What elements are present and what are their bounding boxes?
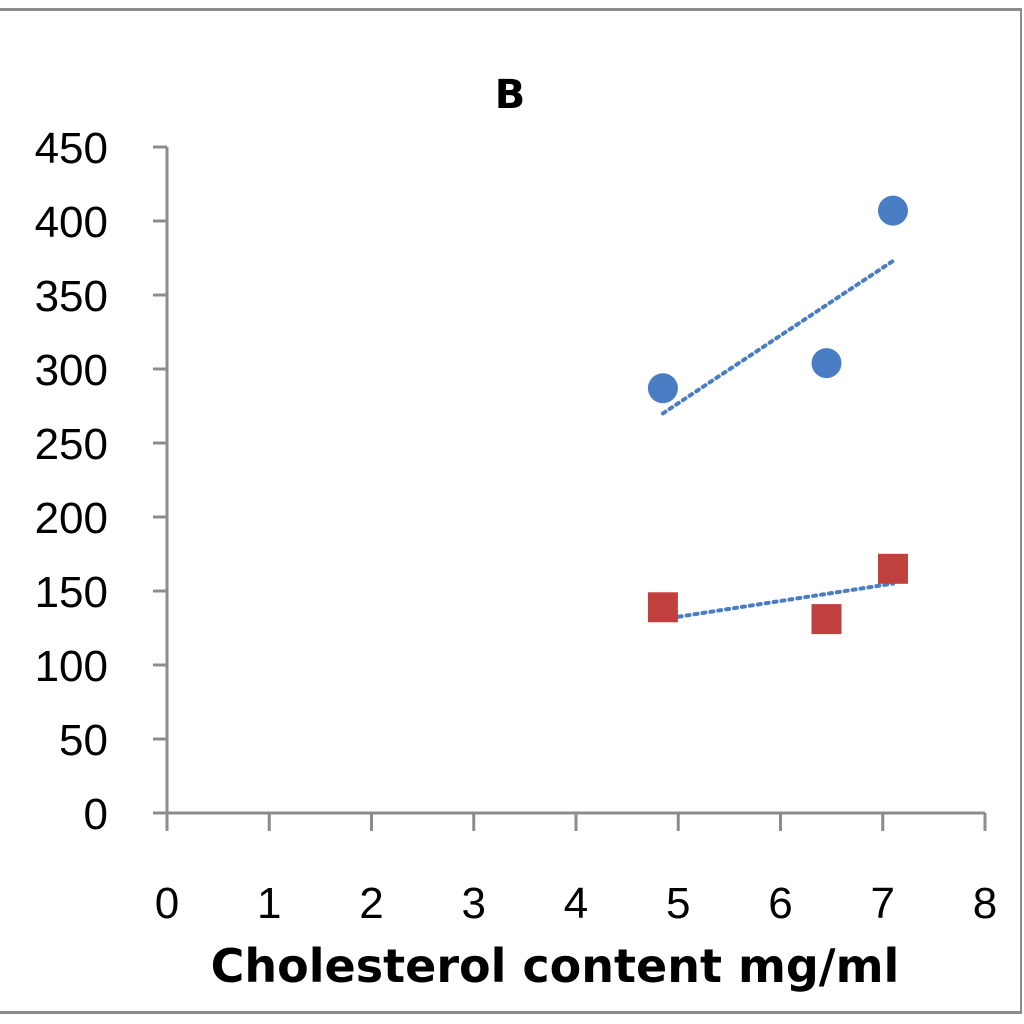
x-tick-label: 5: [666, 879, 690, 928]
x-tick-label: 8: [973, 879, 997, 928]
data-point-circle: [811, 348, 842, 379]
x-tick-label: 0: [155, 879, 179, 928]
y-tick-label: 200: [35, 494, 108, 543]
axes: 0 50 100 150 200 250 300 350 400 450 0 1 2 3 4 5 6 7 8: [35, 124, 998, 928]
y-tick-label: 400: [35, 198, 108, 247]
y-tick-label: 250: [35, 420, 108, 469]
data-point-square: [811, 604, 842, 635]
trendline-series-2: [660, 581, 895, 622]
y-tick-label: 0: [84, 790, 108, 839]
data-point-square: [877, 553, 908, 584]
chart-frame: [0, 8, 1022, 1014]
y-tick-label: 450: [35, 124, 108, 173]
trendlines: [660, 258, 895, 622]
chart-title: B: [495, 72, 526, 118]
trendline-series-1: [660, 258, 895, 416]
y-tick-label: 150: [35, 568, 108, 617]
data-point-circle: [877, 195, 908, 226]
data-points: [647, 195, 908, 635]
x-axis-label: Cholesterol content mg/ml: [211, 939, 900, 993]
y-tick-label: 100: [35, 642, 108, 691]
x-tick-label: 3: [462, 879, 486, 928]
y-tick-label: 300: [35, 346, 108, 395]
x-tick-label: 4: [564, 879, 588, 928]
data-point-square: [647, 592, 678, 623]
y-tick-label: 50: [59, 716, 108, 765]
data-point-circle: [647, 373, 678, 404]
y-tick-label: 350: [35, 272, 108, 321]
x-tick-label: 1: [257, 879, 281, 928]
x-tick-label: 7: [871, 879, 895, 928]
x-tick-label: 2: [359, 879, 383, 928]
x-tick-label: 6: [768, 879, 792, 928]
